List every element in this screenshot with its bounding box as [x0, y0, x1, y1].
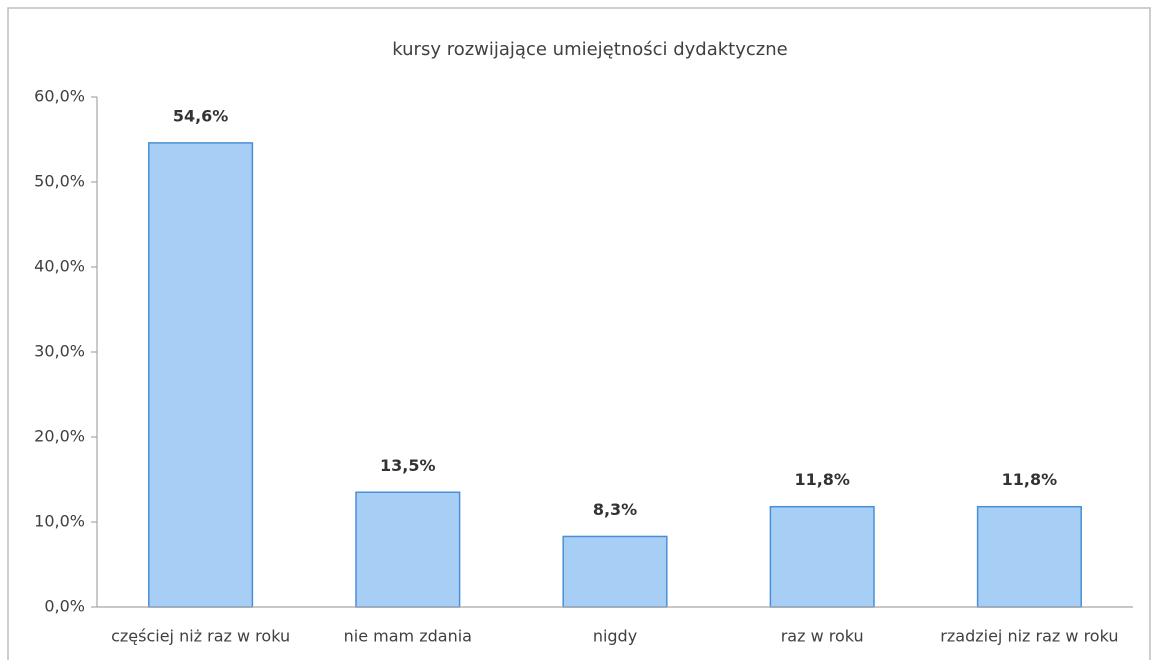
y-tick-label: 0,0% — [44, 597, 85, 616]
value-label: 13,5% — [380, 456, 436, 475]
value-label: 11,8% — [794, 470, 850, 489]
x-tick-label: raz w roku — [781, 627, 864, 646]
value-label: 11,8% — [1002, 470, 1058, 489]
bar — [355, 491, 461, 608]
value-label: 54,6% — [173, 106, 229, 125]
y-tick-label: 50,0% — [34, 172, 85, 191]
bar — [148, 142, 254, 608]
chart-title: kursy rozwijające umiejętności dydaktycz… — [392, 39, 787, 60]
bar — [976, 505, 1082, 608]
y-tick-label: 60,0% — [34, 87, 85, 106]
bar — [769, 505, 875, 608]
y-tick-label: 10,0% — [34, 512, 85, 531]
x-tick-label: częściej niż raz w roku — [111, 627, 290, 646]
x-tick-label: nigdy — [593, 627, 637, 646]
x-tick-label: nie mam zdania — [344, 627, 472, 646]
value-label: 8,3% — [593, 500, 637, 519]
y-tick-label: 20,0% — [34, 427, 85, 446]
y-tick-label: 40,0% — [34, 257, 85, 276]
x-tick-label: rzadziej niz raz w roku — [940, 627, 1118, 646]
bar — [562, 535, 668, 608]
y-tick-label: 30,0% — [34, 342, 85, 361]
